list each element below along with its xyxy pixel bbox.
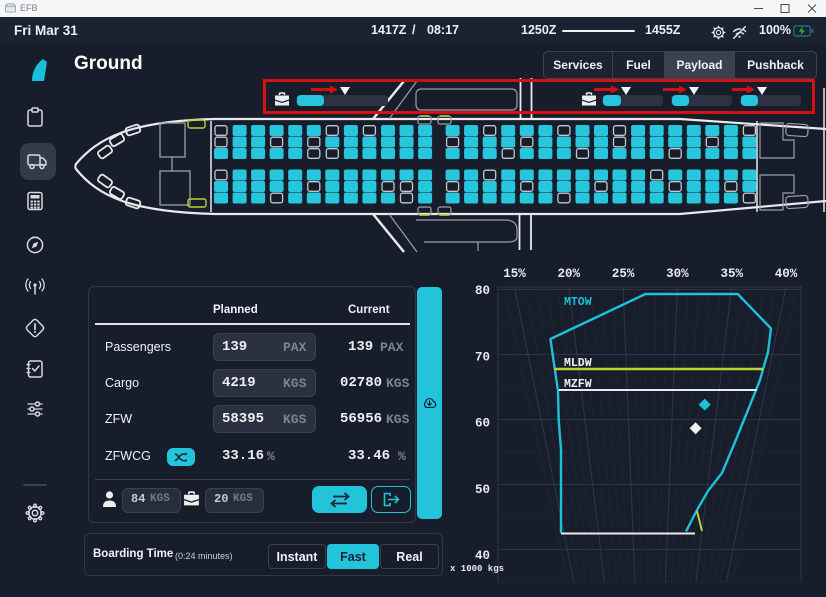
svg-text:MTOW: MTOW (564, 296, 592, 309)
svg-text:40: 40 (475, 549, 490, 563)
svg-text:80: 80 (475, 284, 490, 298)
svg-text:x 1000 kgs: x 1000 kgs (450, 564, 504, 574)
svg-text:30%: 30% (666, 267, 689, 281)
svg-text:20%: 20% (558, 267, 581, 281)
svg-text:70: 70 (475, 350, 490, 364)
svg-text:MZFW: MZFW (564, 378, 592, 391)
svg-text:15%: 15% (503, 267, 526, 281)
svg-text:MLDW: MLDW (564, 357, 592, 370)
svg-text:60: 60 (475, 417, 490, 431)
svg-text:25%: 25% (612, 267, 635, 281)
svg-text:35%: 35% (720, 267, 743, 281)
svg-text:40%: 40% (775, 267, 798, 281)
svg-text:50: 50 (475, 483, 490, 497)
